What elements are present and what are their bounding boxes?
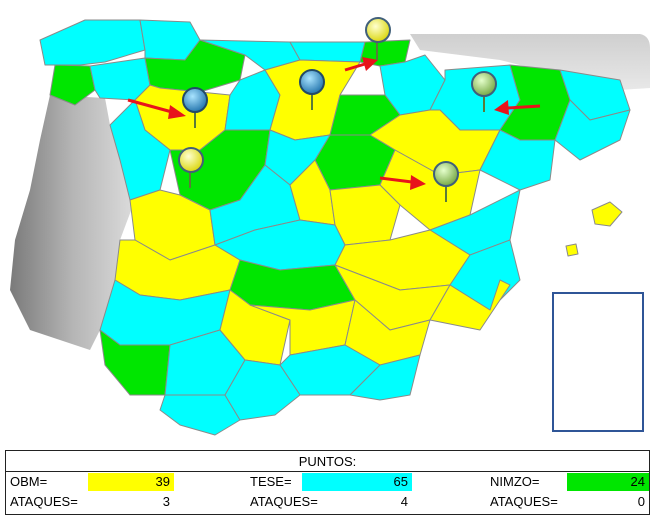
green-pin-icon[interactable] — [433, 161, 459, 202]
province-a-coruna[interactable] — [39, 19, 146, 66]
score-title: PUNTOS: — [6, 453, 649, 472]
yellow-pin-icon[interactable] — [365, 17, 391, 60]
info-box — [552, 292, 644, 432]
arrow-to-teruel — [379, 175, 426, 190]
tese-attacks: 4 — [400, 494, 408, 509]
green-pin-icon[interactable] — [471, 71, 497, 112]
province-almeria[interactable] — [349, 354, 421, 401]
score-panel: PUNTOS: OBM= 39 TESE= 65 NIMZO= 24 ATAQU… — [5, 450, 650, 515]
spain-map — [10, 17, 650, 436]
nimzo-attacks: 0 — [637, 494, 645, 509]
tese-points: 65 — [302, 473, 412, 491]
tese-attacks-label: ATAQUES= — [250, 494, 318, 509]
nimzo-label: NIMZO= — [490, 474, 540, 489]
blue-pin-icon[interactable] — [299, 69, 325, 110]
nimzo-points: 24 — [567, 473, 649, 491]
nimzo-attacks-label: ATAQUES= — [490, 494, 558, 509]
yellow-pin-icon[interactable] — [178, 147, 204, 188]
province-pontevedra[interactable] — [49, 64, 96, 106]
tese-label: TESE= — [250, 474, 292, 489]
province-mallorca[interactable] — [591, 201, 623, 227]
province-ibiza[interactable] — [565, 243, 579, 257]
arrow-to-leon — [127, 98, 186, 119]
arrow-to-aragon — [494, 100, 541, 115]
obm-label: OBM= — [10, 474, 48, 489]
blue-pin-icon[interactable] — [182, 87, 208, 128]
obm-attacks-label: ATAQUES= — [10, 494, 78, 509]
province-vizcaya[interactable] — [289, 41, 366, 63]
portugal-region — [10, 95, 135, 350]
obm-points: 39 — [88, 473, 174, 491]
obm-attacks: 3 — [162, 494, 170, 509]
province-malaga[interactable] — [224, 359, 301, 421]
province-cadiz[interactable] — [159, 394, 241, 436]
arrow-to-cantabrico — [344, 57, 378, 72]
